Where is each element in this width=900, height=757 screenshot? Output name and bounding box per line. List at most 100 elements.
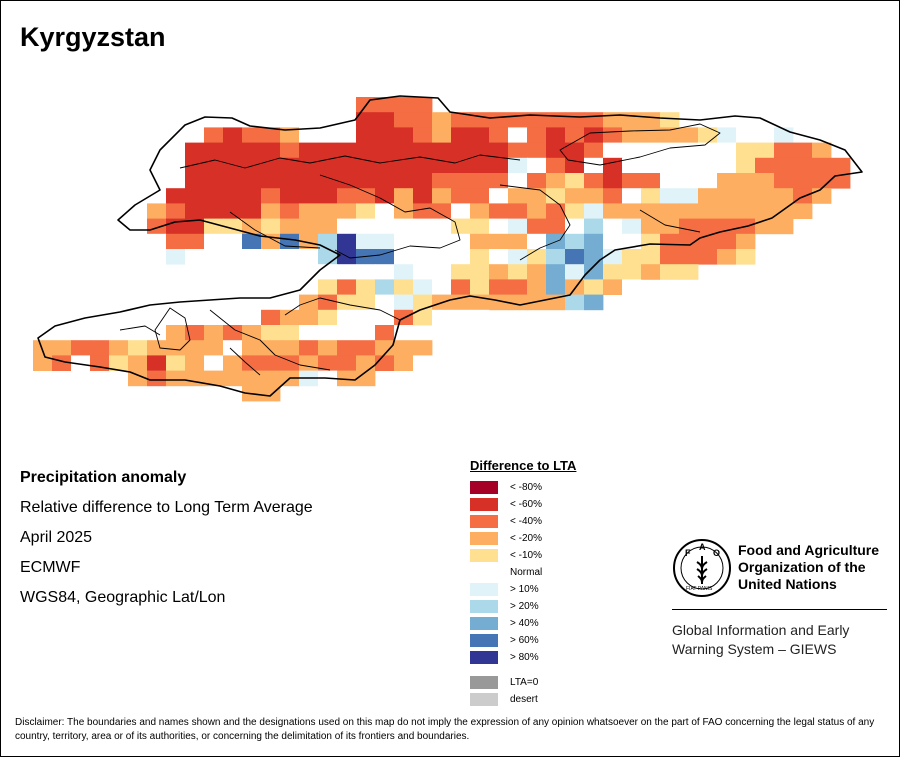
grid-cell — [242, 325, 262, 341]
grid-cell — [774, 203, 794, 219]
grid-cell — [337, 309, 357, 326]
grid-cell — [603, 264, 623, 280]
grid-cell — [280, 249, 300, 265]
grid-cell — [356, 112, 376, 128]
legend-swatch — [470, 481, 498, 494]
grid-cell — [698, 142, 718, 159]
grid-cell — [356, 142, 376, 159]
grid-cell — [318, 325, 338, 341]
grid-cell — [508, 142, 528, 159]
grid-cell — [318, 340, 338, 356]
grid-cell — [489, 173, 509, 189]
grid-cell — [394, 157, 414, 174]
grid-cell — [337, 142, 357, 159]
grid-cell — [337, 370, 357, 387]
grid-cell — [508, 249, 528, 265]
grid-cell — [261, 157, 281, 174]
grid-cell — [261, 370, 281, 387]
grid-cell — [584, 203, 604, 219]
grid-cell — [375, 127, 395, 143]
grid-cell — [565, 249, 585, 265]
grid-cell — [356, 157, 376, 174]
map-info: Precipitation anomaly Relative differenc… — [20, 463, 313, 613]
grid-cell — [641, 173, 661, 189]
fao-org-line3: United Nations — [738, 576, 837, 592]
grid-cell — [185, 355, 205, 371]
grid-cell — [717, 188, 737, 204]
grid-cell — [508, 157, 528, 174]
grid-cell — [508, 294, 528, 311]
grid-cell — [299, 127, 319, 143]
grid-cell — [375, 325, 395, 341]
legend-swatch — [470, 583, 498, 596]
grid-cell — [565, 279, 585, 295]
grid-cell — [375, 218, 395, 235]
legend-item: > 40% — [470, 615, 576, 632]
grid-cell — [375, 309, 395, 326]
legend-item: < -40% — [470, 513, 576, 530]
grid-cell — [413, 355, 433, 371]
legend-title: Difference to LTA — [470, 458, 577, 473]
grid-cell — [356, 218, 376, 235]
grid-cell — [261, 249, 281, 265]
grid-cell — [185, 203, 205, 219]
legend-swatch — [470, 515, 498, 528]
grid-cell — [470, 127, 490, 143]
grid-cell — [584, 127, 604, 143]
fao-logo-icon: F A O FIAT PANIS — [673, 539, 731, 597]
grid-cell — [185, 325, 205, 341]
grid-cell — [318, 157, 338, 174]
grid-cell — [603, 142, 623, 159]
legend-item: Normal — [470, 564, 576, 581]
grid-cell — [584, 264, 604, 280]
grid-cell — [489, 127, 509, 143]
grid-cell — [508, 218, 528, 235]
grid-cell — [166, 325, 186, 341]
grid-cell — [375, 294, 395, 311]
legend-item: LTA=0 — [470, 674, 576, 691]
info-source: ECMWF — [20, 559, 81, 576]
grid-cell — [793, 173, 813, 189]
grid-cell — [508, 112, 528, 128]
grid-cell — [508, 233, 528, 250]
grid-cell — [147, 203, 167, 219]
province-boundaries — [119, 123, 721, 376]
grid-cell — [223, 157, 243, 174]
grid-cell — [451, 309, 471, 326]
legend-label: < -60% — [510, 499, 542, 510]
grid-cell — [166, 370, 186, 387]
grid-cell — [356, 279, 376, 295]
grid-cell — [280, 264, 300, 280]
grid-cell — [318, 188, 338, 204]
grid-cell — [584, 294, 604, 311]
grid-cell — [622, 173, 642, 189]
grid-cell — [280, 142, 300, 159]
grid-cell — [318, 173, 338, 189]
grid-cell — [679, 188, 699, 204]
grid-cell — [489, 233, 509, 250]
grid-cell — [641, 127, 661, 143]
grid-cell — [204, 370, 224, 387]
grid-cell — [508, 127, 528, 143]
grid-cell — [337, 203, 357, 219]
grid-cell — [660, 173, 680, 189]
grid-cell — [375, 112, 395, 128]
grid-cell — [546, 249, 566, 265]
legend-label: LTA=0 — [510, 677, 539, 688]
grid-cell — [242, 218, 262, 235]
grid-cell — [603, 249, 623, 265]
grid-cell — [242, 127, 262, 143]
grid-cell — [736, 188, 756, 204]
grid-cell — [204, 188, 224, 204]
grid-cell — [622, 203, 642, 219]
grid-cell — [223, 325, 243, 341]
legend-items: < -80% < -60% < -40% < -20% < -10% Normal > 10… — [470, 479, 576, 666]
grid-cell — [299, 157, 319, 174]
grid-cell — [185, 340, 205, 356]
grid-cell — [527, 218, 547, 235]
grid-cell — [622, 218, 642, 235]
legend-label: < -80% — [510, 482, 542, 493]
grid-cell — [489, 294, 509, 311]
grid-cell — [375, 355, 395, 371]
grid-cell — [793, 157, 813, 174]
